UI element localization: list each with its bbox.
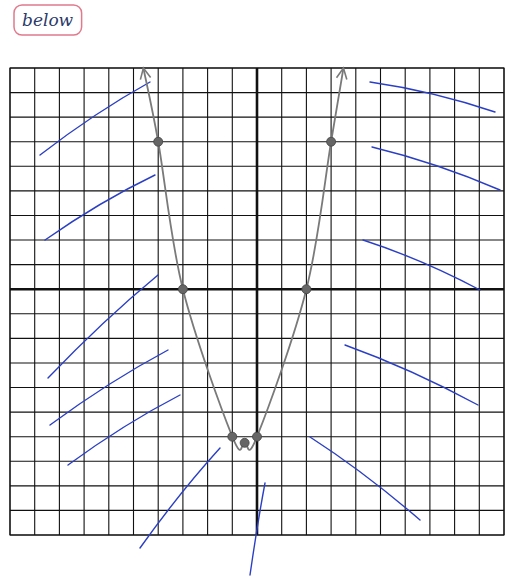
grid-line bbox=[380, 68, 381, 535]
grid-line bbox=[207, 68, 208, 535]
grid-line bbox=[133, 68, 134, 535]
grid-line bbox=[10, 338, 504, 339]
grid-line bbox=[281, 68, 282, 535]
grid-line bbox=[10, 461, 504, 462]
point bbox=[178, 285, 187, 294]
shading-stroke bbox=[40, 82, 150, 155]
grid-line bbox=[34, 68, 35, 535]
shading-stroke bbox=[250, 483, 265, 575]
grid-line bbox=[10, 190, 504, 191]
plot-area bbox=[143, 68, 343, 450]
shading-stroke bbox=[372, 147, 500, 190]
grid-line bbox=[182, 68, 183, 535]
grid-line bbox=[232, 68, 233, 535]
curve bbox=[143, 68, 343, 450]
grid-line bbox=[355, 68, 356, 535]
grid-line bbox=[10, 166, 504, 167]
x-axis bbox=[10, 288, 504, 291]
grid-line bbox=[10, 240, 504, 241]
arrowhead bbox=[140, 68, 150, 80]
shading-stroke bbox=[50, 350, 168, 425]
shading-stroke bbox=[140, 448, 220, 548]
grid-line bbox=[10, 362, 504, 363]
grid-line bbox=[10, 141, 504, 142]
grid-line bbox=[405, 68, 406, 535]
shading-stroke bbox=[310, 437, 420, 520]
grid-line bbox=[306, 68, 307, 535]
shading-stroke bbox=[48, 275, 158, 378]
title: below bbox=[22, 10, 74, 30]
chart: below bbox=[0, 0, 514, 581]
grid-line bbox=[10, 412, 504, 413]
grid-line bbox=[10, 117, 504, 118]
shading-stroke bbox=[68, 395, 180, 465]
grid-line bbox=[108, 68, 109, 535]
point bbox=[154, 137, 163, 146]
shading-stroke bbox=[370, 82, 495, 112]
point bbox=[253, 432, 262, 441]
plot-frame bbox=[10, 68, 504, 535]
shading-stroke bbox=[45, 175, 155, 240]
grid-line bbox=[10, 510, 504, 511]
grid-line bbox=[10, 313, 504, 314]
shading-stroke bbox=[363, 240, 480, 290]
grid-line bbox=[429, 68, 430, 535]
title-group: below bbox=[14, 5, 82, 35]
point bbox=[302, 285, 311, 294]
grid-line bbox=[59, 68, 60, 535]
point bbox=[240, 438, 249, 447]
arrowhead bbox=[337, 68, 347, 80]
grid-line bbox=[84, 68, 85, 535]
grid-line bbox=[454, 68, 455, 535]
y-axis bbox=[256, 68, 259, 535]
shading-strokes bbox=[40, 82, 500, 575]
shading-stroke bbox=[345, 345, 478, 405]
grid-line bbox=[10, 215, 504, 216]
grid-line bbox=[10, 387, 504, 388]
point bbox=[228, 432, 237, 441]
grid-line bbox=[479, 68, 480, 535]
point bbox=[327, 137, 336, 146]
grid-line bbox=[10, 485, 504, 486]
grid bbox=[10, 68, 504, 535]
title-box bbox=[14, 5, 82, 35]
